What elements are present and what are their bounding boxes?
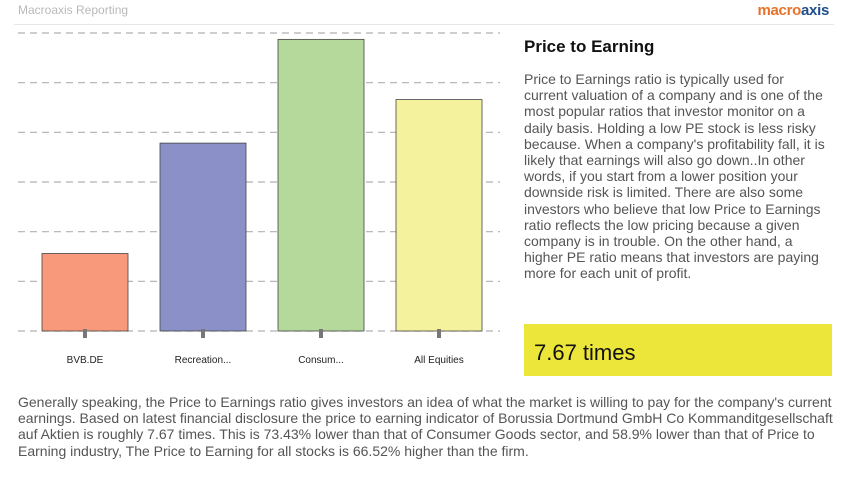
x-tick-label: All Equities	[414, 355, 463, 366]
summary-text: Generally speaking, the Price to Earning…	[18, 394, 833, 459]
bar-1[interactable]	[159, 142, 247, 332]
report-label: Macroaxis Reporting	[18, 3, 129, 17]
axis-tick	[83, 329, 87, 338]
axis-tick	[437, 329, 441, 338]
value-text: 7.67 times	[534, 340, 636, 365]
x-tick-label: Recreation...	[175, 355, 232, 366]
side-description: Price to Earnings ratio is typically use…	[524, 71, 825, 282]
bar-2[interactable]	[277, 38, 365, 332]
price-to-earning-bar-chart: BVB.DE Recreation... Consum... All Equities	[18, 32, 500, 366]
axis-tick	[201, 329, 205, 338]
x-tick-label: BVB.DE	[67, 355, 104, 366]
logo-part-1: macr	[757, 2, 793, 19]
bar-3[interactable]	[395, 99, 483, 332]
x-tick-label: Consum...	[298, 355, 344, 366]
bar-0[interactable]	[41, 253, 129, 332]
axis-tick	[319, 329, 323, 338]
macroaxis-logo[interactable]: macroaxis	[757, 2, 829, 19]
top-bar: Macroaxis Reporting macroaxis	[0, 0, 847, 24]
logo-part-3: axis	[801, 2, 829, 19]
value-highlight-box: 7.67 times	[524, 324, 832, 376]
logo-part-2: o	[792, 2, 801, 19]
side-title: Price to Earning	[524, 37, 655, 56]
header-divider	[14, 24, 834, 25]
